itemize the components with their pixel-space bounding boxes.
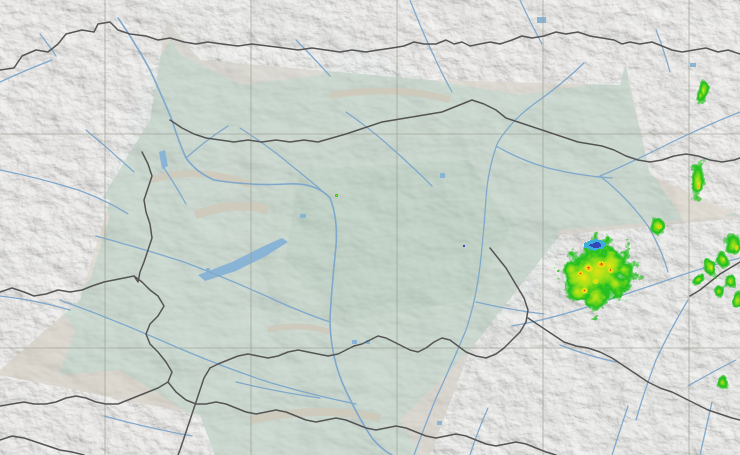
- radar-map-viewport[interactable]: [0, 0, 740, 455]
- precipitation-radar-overlay: [0, 0, 740, 455]
